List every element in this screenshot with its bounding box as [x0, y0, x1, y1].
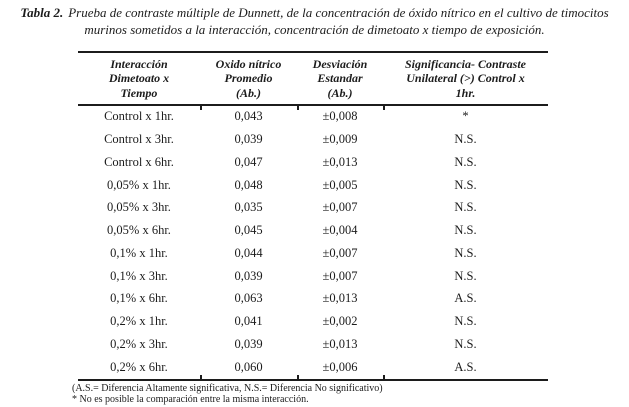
cell-mean: 0,043 [234, 109, 263, 124]
caption-line-2: murinos sometidos a la interacción, conc… [84, 22, 545, 37]
cell-significance: N.S. [454, 132, 477, 147]
footnotes: (A.S.= Diferencia Altamente significativ… [72, 383, 552, 405]
cell-interaction: Control x 3hr. [104, 132, 174, 147]
cell-sd: ±0,007 [322, 245, 358, 260]
cell-sd: ±0,007 [322, 268, 358, 283]
header-line: Unilateral (>) Control x [406, 71, 525, 86]
cell-significance: A.S. [454, 291, 477, 306]
cell-sd: ±0,013 [322, 154, 358, 169]
cell-significance: N.S. [454, 223, 477, 238]
footnote-abbreviations: (A.S.= Diferencia Altamente significativ… [72, 383, 383, 394]
header-line: Significancia- Contraste [404, 56, 526, 71]
cell-interaction: 0,2% x 3hr. [110, 336, 168, 351]
column-boundary-tick [383, 374, 385, 379]
cell-interaction: 0,2% x 1hr. [110, 314, 168, 329]
table-row: 0,2% x 3hr. 0,039 ±0,013 N.S. [78, 333, 548, 356]
table-row: Control x 3hr. 0,039 ±0,009 N.S. [78, 128, 548, 151]
cell-sd: ±0,002 [322, 314, 358, 329]
header-cell-interaction: Interacción Dimetoato x Tiempo [78, 57, 200, 101]
table-row: Control x 6hr. 0,047 ±0,013 N.S. [78, 151, 548, 174]
table-body: Control x 1hr. 0,043 ±0,008 * Control x 3hr.… [78, 106, 548, 379]
table-row: 0,05% x 3hr. 0,035 ±0,007 N.S. [78, 197, 548, 220]
header-line: (Ab.) [236, 85, 261, 100]
column-boundary-tick [200, 374, 202, 379]
column-boundary-tick [383, 105, 385, 110]
table-row: 0,1% x 6hr. 0,063 ±0,013 A.S. [78, 288, 548, 311]
cell-significance: N.S. [454, 154, 477, 169]
cell-significance: N.S. [454, 336, 477, 351]
header-line: Oxido nítrico [215, 56, 282, 71]
cell-significance: N.S. [454, 268, 477, 283]
caption-label: Tabla 2. [20, 5, 64, 20]
table-row: 0,05% x 1hr. 0,048 ±0,005 N.S. [78, 174, 548, 197]
cell-interaction: 0,05% x 1hr. [107, 177, 171, 192]
cell-mean: 0,041 [234, 314, 263, 329]
cell-sd: ±0,013 [322, 336, 358, 351]
column-boundary-tick [200, 105, 202, 110]
header-line: Interacción [110, 56, 168, 71]
cell-mean: 0,035 [234, 200, 263, 215]
header-line: Estandar [317, 71, 363, 86]
header-line: Dimetoato x [108, 71, 170, 86]
table-header-row: Interacción Dimetoato x Tiempo Oxido nítric… [78, 53, 548, 104]
header-cell-sd: Desviación Estandar (Ab.) [297, 57, 383, 101]
cell-mean: 0,039 [234, 268, 263, 283]
cell-interaction: 0,05% x 6hr. [107, 223, 171, 238]
footnote-asterisk: * No es posible la comparación entre la … [72, 393, 309, 405]
cell-sd: ±0,008 [322, 109, 358, 124]
table-bottom-rule [78, 374, 548, 381]
cell-interaction: 0,1% x 6hr. [110, 291, 168, 306]
cell-significance: N.S. [454, 200, 477, 215]
header-line: Tiempo [120, 85, 158, 100]
dunnett-table: Interacción Dimetoato x Tiempo Oxido nítric… [78, 51, 548, 381]
column-boundary-tick [297, 374, 299, 379]
cell-mean: 0,047 [234, 154, 263, 169]
cell-significance: N.S. [454, 245, 477, 260]
table-row: 0,1% x 1hr. 0,044 ±0,007 N.S. [78, 242, 548, 265]
cell-interaction: 0,05% x 3hr. [107, 200, 171, 215]
cell-mean: 0,063 [234, 291, 263, 306]
cell-interaction: 0,2% x 6hr. [110, 359, 168, 374]
header-line: 1hr. [455, 85, 476, 100]
table-row: Control x 1hr. 0,043 ±0,008 * [78, 106, 548, 129]
header-line: Desviación [312, 56, 368, 71]
cell-interaction: Control x 6hr. [104, 154, 174, 169]
cell-mean: 0,044 [234, 245, 263, 260]
cell-mean: 0,048 [234, 177, 263, 192]
table-row: 0,2% x 1hr. 0,041 ±0,002 N.S. [78, 310, 548, 333]
table-caption: Tabla 2. Prueba de contraste múltiple de … [0, 4, 629, 38]
table-top-rule [78, 51, 548, 53]
table-row: 0,1% x 3hr. 0,039 ±0,007 N.S. [78, 265, 548, 288]
cell-sd: ±0,006 [322, 359, 358, 374]
cell-interaction: 0,1% x 1hr. [110, 245, 168, 260]
cell-sd: ±0,013 [322, 291, 358, 306]
table-row: 0,05% x 6hr. 0,045 ±0,004 N.S. [78, 219, 548, 242]
header-cell-mean: Oxido nítrico Promedio (Ab.) [200, 57, 297, 101]
cell-sd: ±0,004 [322, 223, 358, 238]
cell-significance: N.S. [454, 314, 477, 329]
cell-mean: 0,039 [234, 132, 263, 147]
cell-mean: 0,039 [234, 336, 263, 351]
table-header-rule [78, 104, 548, 110]
header-line: (Ab.) [327, 85, 353, 100]
header-cell-significance: Significancia- Contraste Unilateral (>) C… [383, 57, 548, 101]
cell-sd: ±0,009 [322, 132, 358, 147]
cell-sd: ±0,005 [322, 177, 358, 192]
cell-mean: 0,060 [234, 359, 263, 374]
column-boundary-tick [297, 105, 299, 110]
cell-sd: ±0,007 [322, 200, 358, 215]
cell-significance: A.S. [454, 359, 477, 374]
cell-mean: 0,045 [234, 223, 263, 238]
cell-interaction: Control x 1hr. [104, 109, 174, 124]
table-row: 0,2% x 6hr. 0,060 ±0,006 A.S. [78, 356, 548, 379]
caption-line-1: Tabla 2. Prueba de contraste múltiple de … [0, 4, 629, 21]
caption-text-1: Prueba de contraste múltiple de Dunnett,… [68, 5, 609, 20]
cell-interaction: 0,1% x 3hr. [110, 268, 168, 283]
cell-significance: * [462, 109, 469, 124]
header-line: Promedio [224, 71, 273, 86]
cell-significance: N.S. [454, 177, 477, 192]
